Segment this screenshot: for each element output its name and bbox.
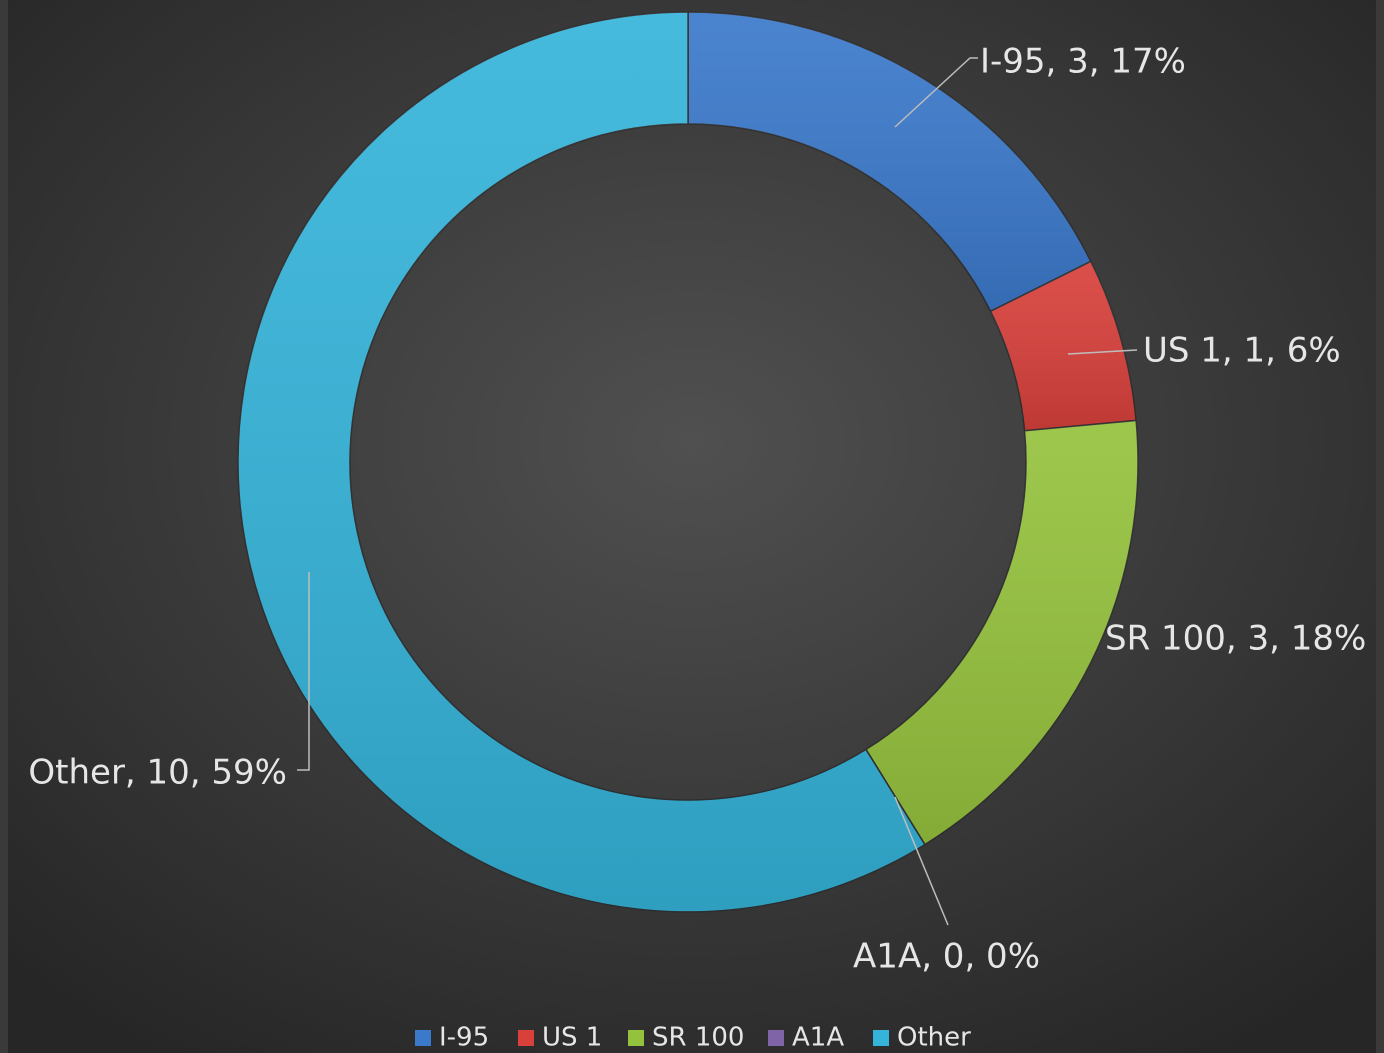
data-label: Other, 10, 59%	[28, 753, 287, 793]
leader-line	[894, 57, 978, 128]
data-label: A1A, 0, 0%	[853, 937, 1040, 977]
legend-swatch	[518, 1030, 534, 1046]
legend-swatch	[768, 1030, 784, 1046]
legend-label: US 1	[542, 1023, 602, 1053]
leader-line	[894, 796, 949, 926]
slice-shade	[865, 420, 1138, 845]
data-label: US 1, 1, 6%	[1143, 331, 1341, 371]
slice-shade	[688, 12, 1091, 312]
leader-line	[1067, 349, 1138, 355]
leader-line	[297, 572, 310, 771]
legend-swatch	[415, 1030, 431, 1046]
slice-shade	[238, 12, 925, 912]
legend-label: Other	[897, 1023, 971, 1053]
legend-label: SR 100	[652, 1023, 744, 1053]
data-label: SR 100, 3, 18%	[1105, 619, 1366, 659]
right-edge	[1376, 0, 1384, 1053]
left-edge	[0, 0, 8, 1053]
legend-label: A1A	[792, 1023, 844, 1053]
legend-swatch	[628, 1030, 644, 1046]
data-label: I-95, 3, 17%	[980, 42, 1186, 82]
legend-swatch	[873, 1030, 889, 1046]
legend-label: I-95	[439, 1023, 489, 1053]
slice-shade	[990, 261, 1137, 431]
